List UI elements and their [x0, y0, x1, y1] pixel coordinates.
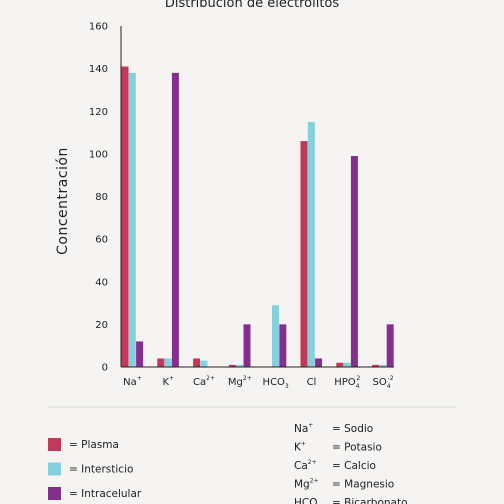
legend-swatch-plasma [48, 438, 61, 451]
legend-label-intersticio: = Intersticio [69, 464, 133, 476]
bar-intracelular-3 [243, 324, 251, 367]
bar-plasma-6 [336, 362, 344, 367]
x-tick-label: Cl [307, 377, 317, 388]
y-tick-label: 160 [89, 22, 108, 33]
bar-intersticio-4 [272, 305, 279, 367]
bar-plasma-1 [157, 358, 165, 367]
abbr-symbol: Na+ [294, 422, 313, 435]
y-tick-label: 20 [95, 320, 108, 331]
bar-intersticio-0 [128, 72, 136, 367]
bar-intracelular-4 [279, 324, 287, 367]
legend-label-plasma: = Plasma [69, 439, 119, 451]
abbr-meaning: = Calcio [332, 460, 376, 472]
bar-intersticio-2 [200, 360, 208, 367]
x-tick-label: Na+ [123, 375, 142, 388]
y-tick-label: 100 [89, 149, 108, 160]
x-tick-label: HCO3 [263, 377, 289, 390]
bar-intracelular-0 [136, 341, 144, 367]
bar-plasma-7 [372, 364, 380, 367]
bar-intracelular-6 [350, 156, 358, 367]
abbr-meaning: = Magnesio [332, 479, 394, 491]
x-axis-labels: Na+ K+ Ca2+ Mg2+ HCO3 Cl HPO42 SO4-2 [123, 375, 394, 390]
bar-intracelular-1 [171, 72, 179, 367]
y-axis-label: Concentración [55, 147, 71, 255]
abbr-meaning: = Potasio [332, 442, 382, 454]
y-tick-label: 60 [95, 235, 108, 246]
abbr-symbol: Ca2+ [294, 459, 317, 472]
chart-title: Distribución de electrolitos [165, 0, 340, 11]
y-tick-label: 120 [89, 107, 108, 118]
bar-plasma-5 [300, 141, 308, 367]
legend: = Plasma = Intersticio = Intracelular [48, 438, 142, 500]
y-axis-ticks: 0 20 40 60 80 100 120 140 160 [89, 22, 108, 374]
abbr-symbol: K+ [294, 441, 306, 454]
y-tick-label: 40 [95, 277, 108, 288]
bar-intersticio-7 [379, 364, 387, 367]
bar-plasma-0 [121, 66, 129, 368]
bar-intersticio-1 [164, 358, 172, 367]
bar-group [121, 66, 394, 368]
x-tick-label: K+ [162, 375, 174, 388]
x-tick-label: HPO42 [334, 375, 360, 390]
x-tick-label: SO4-2 [373, 375, 394, 390]
bar-intracelular-7 [386, 324, 394, 367]
y-tick-label: 140 [89, 64, 108, 75]
y-tick-label: 80 [95, 192, 108, 203]
bar-intersticio-3 [236, 364, 244, 367]
bar-intersticio-6 [343, 362, 351, 367]
bar-plasma-2 [193, 358, 201, 367]
y-tick-label: 0 [102, 363, 108, 374]
abbr-meaning: = Sodio [332, 423, 373, 435]
abbreviation-list: Na+ = Sodio K+ = Potasio Ca2+ = Calcio Mg2+ = M… [294, 422, 408, 504]
legend-label-intracelular: = Intracelular [69, 488, 142, 500]
bar-intracelular-5 [315, 358, 323, 367]
bar-intersticio-5 [307, 121, 315, 367]
x-tick-label: Mg2+ [228, 375, 252, 388]
x-tick-label: Ca2+ [193, 375, 215, 388]
legend-swatch-intersticio [48, 462, 61, 476]
abbr-symbol: Mg2+ [294, 478, 319, 491]
abbr-symbol: HCO3 [294, 497, 322, 504]
bar-plasma-3 [228, 364, 236, 367]
legend-swatch-intracelular [48, 487, 61, 500]
abbr-meaning: = Bicarbonato [332, 497, 408, 504]
